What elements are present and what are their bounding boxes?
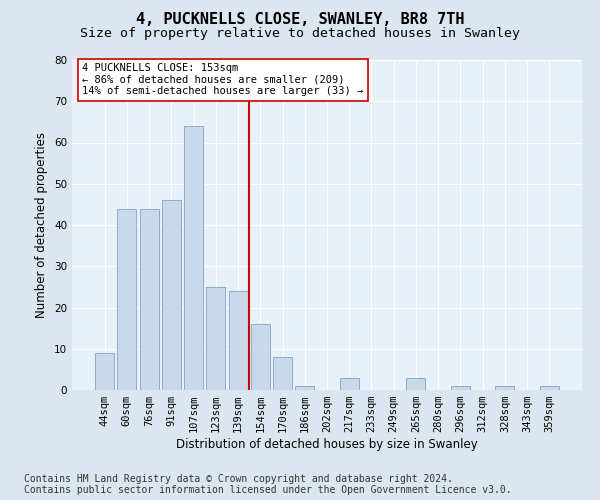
Text: 4, PUCKNELLS CLOSE, SWANLEY, BR8 7TH: 4, PUCKNELLS CLOSE, SWANLEY, BR8 7TH [136,12,464,28]
Bar [540,386,559,390]
Bar [406,378,425,390]
Bar [295,386,314,390]
Bar [118,208,136,390]
Bar [496,386,514,390]
Bar [95,353,114,390]
Bar [451,386,470,390]
Bar [206,287,225,390]
Y-axis label: Number of detached properties: Number of detached properties [35,132,49,318]
Bar [162,200,181,390]
Bar [184,126,203,390]
Text: Contains public sector information licensed under the Open Government Licence v3: Contains public sector information licen… [24,485,512,495]
X-axis label: Distribution of detached houses by size in Swanley: Distribution of detached houses by size … [176,438,478,451]
Text: Contains HM Land Registry data © Crown copyright and database right 2024.: Contains HM Land Registry data © Crown c… [24,474,453,484]
Text: 4 PUCKNELLS CLOSE: 153sqm
← 86% of detached houses are smaller (209)
14% of semi: 4 PUCKNELLS CLOSE: 153sqm ← 86% of detac… [82,64,364,96]
Text: Size of property relative to detached houses in Swanley: Size of property relative to detached ho… [80,28,520,40]
Bar [229,291,248,390]
Bar [340,378,359,390]
Bar [251,324,270,390]
Bar [140,208,158,390]
Bar [273,357,292,390]
